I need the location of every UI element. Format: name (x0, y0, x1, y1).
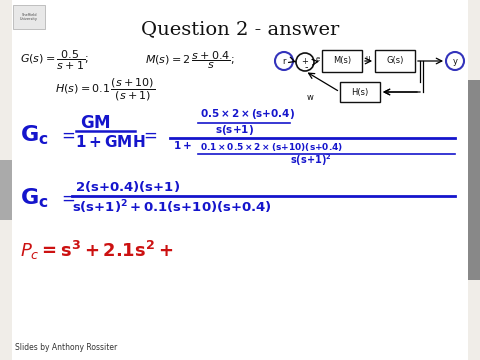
Text: Question 2 - answer: Question 2 - answer (141, 20, 339, 38)
Text: w: w (307, 94, 313, 103)
Circle shape (296, 53, 314, 71)
Text: $\mathbf{GM}$: $\mathbf{GM}$ (80, 114, 111, 131)
Text: H(s): H(s) (351, 87, 369, 96)
FancyBboxPatch shape (468, 80, 480, 280)
Circle shape (446, 52, 464, 70)
FancyBboxPatch shape (12, 0, 468, 360)
Text: -: - (304, 62, 308, 72)
Circle shape (275, 52, 293, 70)
FancyBboxPatch shape (0, 160, 12, 220)
Text: M(s): M(s) (333, 57, 351, 66)
Text: $=$: $=$ (140, 126, 157, 144)
FancyBboxPatch shape (340, 82, 380, 102)
Text: $\mathbf{0.5\times2\times(s{+}0.4)}$: $\mathbf{0.5\times2\times(s{+}0.4)}$ (200, 107, 295, 121)
Text: u: u (365, 55, 370, 61)
Text: y: y (453, 57, 457, 66)
Text: $G(s)=\dfrac{0.5}{s+1};$: $G(s)=\dfrac{0.5}{s+1};$ (20, 48, 89, 72)
Text: Slides by Anthony Rossiter: Slides by Anthony Rossiter (15, 343, 117, 352)
Text: $\mathbf{G_c}$: $\mathbf{G_c}$ (20, 123, 48, 147)
Text: G(s): G(s) (386, 57, 404, 66)
Text: $\mathbf{G_c}$: $\mathbf{G_c}$ (20, 186, 48, 210)
Text: $\mathbf{0.1\times0.5\times2\times(s{+}10)(s{+}0.4)}$: $\mathbf{0.1\times0.5\times2\times(s{+}1… (200, 141, 343, 153)
Text: $\mathbf{2(s{+}0.4)(s{+}1)}$: $\mathbf{2(s{+}0.4)(s{+}1)}$ (75, 179, 180, 194)
Text: r: r (282, 57, 286, 66)
Text: +: + (301, 57, 309, 66)
Text: $\mathbf{1+}$: $\mathbf{1+}$ (173, 139, 192, 151)
Text: $\mathbf{s(s{+}1)}$: $\mathbf{s(s{+}1)}$ (215, 123, 254, 137)
FancyBboxPatch shape (322, 50, 362, 72)
Text: e: e (316, 56, 320, 62)
Text: $\mathbf{s(s{+}1)^2}$: $\mathbf{s(s{+}1)^2}$ (290, 152, 332, 168)
Text: $\mathbf{s(s{+}1)^2 + 0.1(s{+}10)(s{+}0.4)}$: $\mathbf{s(s{+}1)^2 + 0.1(s{+}10)(s{+}0.… (72, 198, 272, 216)
FancyBboxPatch shape (13, 5, 45, 29)
Text: $=$: $=$ (58, 189, 75, 207)
Text: $M(s)=2\,\dfrac{s+0.4}{s};$: $M(s)=2\,\dfrac{s+0.4}{s};$ (145, 49, 235, 71)
Text: $\mathit{P_c}$$\mathbf{ = s^3+2.1s^2+}$: $\mathit{P_c}$$\mathbf{ = s^3+2.1s^2+}$ (20, 238, 173, 262)
Text: $H(s)=0.1\,\dfrac{(s+10)}{(s+1)}$: $H(s)=0.1\,\dfrac{(s+10)}{(s+1)}$ (55, 77, 156, 103)
FancyBboxPatch shape (375, 50, 415, 72)
Text: $\mathbf{1+GMH}$: $\mathbf{1+GMH}$ (75, 134, 145, 150)
Text: Sheffield
University: Sheffield University (20, 13, 38, 21)
Text: $=$: $=$ (58, 126, 75, 144)
